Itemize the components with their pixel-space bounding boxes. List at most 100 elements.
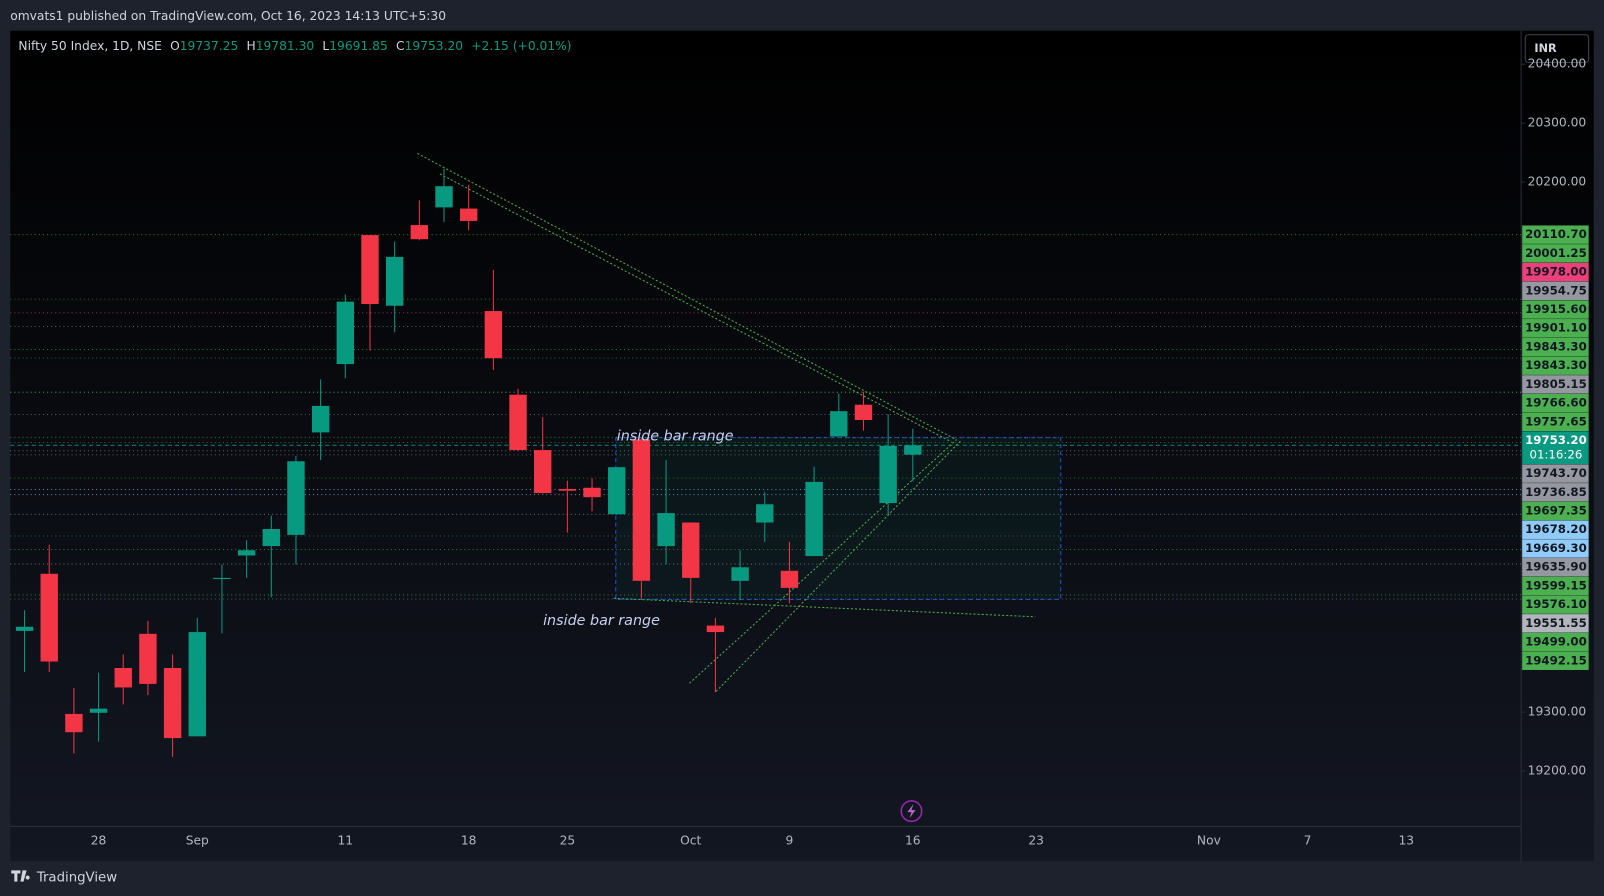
candle-body [534, 450, 552, 494]
candle-body [854, 404, 873, 421]
symbol-title: Nifty 50 Index, 1D, NSE [18, 39, 161, 53]
candle-body [904, 445, 922, 455]
x-tick-label: Oct [680, 833, 701, 847]
price-level-tag [1522, 412, 1589, 432]
x-tick-label: 18 [461, 833, 477, 847]
candle-body [287, 461, 305, 535]
price-level-label: 19678.20 [1525, 522, 1587, 536]
price-level-tag [1522, 356, 1589, 375]
candle-body [632, 439, 651, 581]
trendline [689, 439, 957, 684]
candle-body [805, 481, 823, 557]
price-level-tag [1522, 244, 1589, 263]
candle-body [163, 668, 182, 739]
legend-key: H [246, 39, 255, 53]
price-level-tag [1522, 375, 1589, 394]
trendline [613, 597, 1036, 618]
annotation: inside bar range [617, 429, 734, 445]
candle-body [40, 573, 58, 662]
candle-body [435, 186, 453, 208]
candle-body [262, 528, 280, 547]
candle-body [65, 713, 83, 733]
candle-body [237, 550, 256, 556]
candle-body [188, 632, 206, 737]
price-level-label: 19551.55 [1525, 616, 1587, 630]
price-level-tag [1522, 262, 1589, 282]
price-level-label: 19766.60 [1525, 396, 1587, 410]
price-level-label: 19843.30 [1525, 358, 1587, 372]
candle-body [15, 626, 34, 631]
price-level-tag [1522, 614, 1589, 633]
x-tick-label: 23 [1028, 833, 1044, 847]
price-level-tag [1522, 632, 1589, 652]
events-icon[interactable] [900, 800, 923, 823]
candle-body [509, 394, 527, 451]
price-level-label: 20110.70 [1525, 227, 1587, 241]
candle-body [114, 668, 132, 688]
price-level-tag [1522, 464, 1589, 483]
candle-body [139, 633, 157, 684]
annotation: inside bar range [543, 613, 660, 629]
legend-change: +2.15 (+0.01%) [471, 39, 571, 53]
candle-body [484, 311, 503, 359]
price-level-label: 19736.85 [1525, 485, 1587, 499]
y-tick-label: 20200.00 [1528, 175, 1587, 189]
trendlines [417, 152, 1036, 692]
price-level-label: 19843.30 [1525, 339, 1587, 353]
price-level-tag [1522, 651, 1589, 670]
candle-body [583, 487, 601, 498]
price-level-label: 19901.10 [1525, 321, 1587, 335]
price-level-tag [1522, 393, 1589, 413]
candle-body [361, 235, 379, 304]
price-level-label: 19635.90 [1525, 560, 1587, 574]
candle-body [879, 445, 897, 504]
x-tick-label: 13 [1398, 833, 1414, 847]
price-level-label: 19697.35 [1525, 504, 1587, 518]
candle-body [780, 570, 799, 588]
price-level-tag [1522, 520, 1589, 539]
publisher: omvats1 published on TradingView.com, Oc… [10, 9, 446, 23]
legend-key: L [322, 39, 329, 53]
currency-button[interactable] [1524, 34, 1590, 63]
candle-body [608, 467, 626, 515]
candle-body [459, 208, 478, 221]
legend-value: 19737.25 [180, 39, 239, 53]
price-level-label: 19492.15 [1525, 653, 1587, 667]
countdown: 01:16:26 [1530, 447, 1583, 461]
trendline [715, 439, 962, 692]
symbol-legend: Nifty 50 Index, 1D, NSE O19737.25 H19781.3… [18, 39, 571, 53]
x-tick-label: 16 [905, 833, 921, 847]
price-level-tag [1522, 300, 1589, 319]
legend-value: 19781.30 [256, 39, 315, 53]
x-tick-label: Nov [1197, 833, 1221, 847]
y-tick-label: 20300.00 [1528, 116, 1587, 130]
price-level-label: 19805.15 [1525, 377, 1587, 391]
candle-body [311, 405, 330, 433]
price-level-tag [1522, 539, 1589, 558]
candle-body [706, 625, 725, 633]
price-level-tag [1522, 431, 1589, 465]
price-level-label: 20001.25 [1525, 246, 1587, 260]
price-level-label: 19576.10 [1525, 597, 1587, 611]
candle-body [657, 513, 675, 547]
candle-body [682, 522, 700, 578]
brand-logo [11, 870, 30, 882]
candle-body [385, 256, 404, 306]
x-tick-label: 9 [786, 833, 794, 847]
x-tick-label: 28 [91, 833, 107, 847]
legend-key: C [396, 39, 405, 53]
price-level-tag [1522, 337, 1589, 357]
price-level-label: 19669.30 [1525, 541, 1587, 555]
y-tick-label: 20400.00 [1528, 57, 1587, 71]
price-level-label: 19915.60 [1525, 302, 1587, 316]
x-tick-label: 11 [338, 833, 354, 847]
legend-key: O [170, 39, 180, 53]
price-level-tag [1522, 501, 1589, 521]
candle-body [558, 488, 577, 491]
legend-value: 19691.85 [329, 39, 388, 53]
price-level-tag [1522, 576, 1589, 596]
price-level-label: 19753.20 [1525, 433, 1587, 447]
candle-body [336, 301, 355, 365]
price-level-tag [1522, 281, 1589, 301]
